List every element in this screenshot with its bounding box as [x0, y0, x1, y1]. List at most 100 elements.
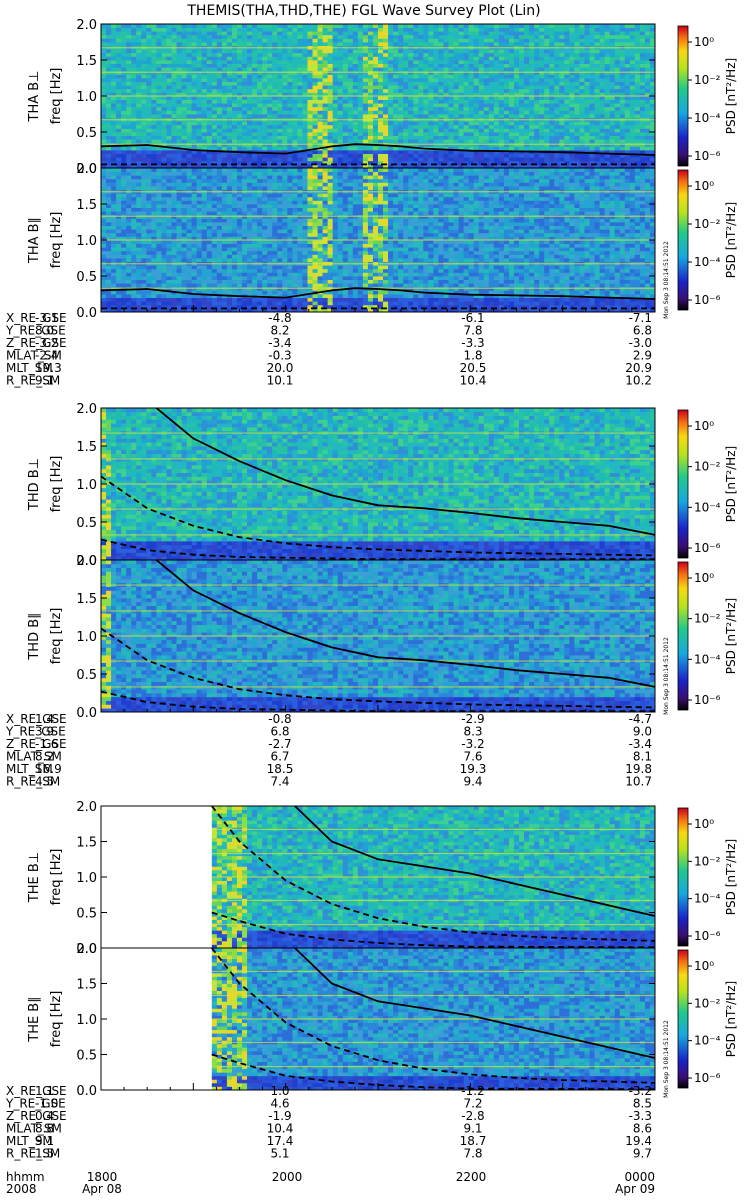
- spectrogram-cell: [217, 128, 222, 132]
- spectrogram-cell: [595, 139, 600, 143]
- spectrogram-cell: [388, 31, 393, 35]
- spectrogram-cell: [595, 53, 600, 57]
- spectrogram-cell: [454, 42, 459, 46]
- spectrogram-cell: [161, 272, 166, 276]
- spectrogram-cell: [348, 154, 353, 158]
- spectrogram-cell: [343, 114, 348, 118]
- spectrogram-cell: [257, 154, 262, 158]
- spectrogram-cell: [494, 74, 499, 78]
- spectrogram-cell: [418, 35, 423, 39]
- spectrogram-cell: [358, 82, 363, 86]
- spectrogram-cell: [328, 56, 333, 60]
- spectrogram-cell: [292, 31, 297, 35]
- spectrogram-cell: [579, 107, 584, 111]
- spectrogram-cell: [282, 157, 287, 161]
- spectrogram-cell: [494, 49, 499, 53]
- spectrogram-cell: [519, 78, 524, 82]
- spectrogram-cell: [605, 146, 610, 150]
- spectrogram-cell: [358, 114, 363, 118]
- spectrogram-cell: [564, 132, 569, 136]
- spectrogram-cell: [569, 89, 574, 93]
- spectrogram-cell: [116, 139, 121, 143]
- spectrogram-cell: [297, 35, 302, 39]
- spectrogram-cell: [549, 107, 554, 111]
- spectrogram-cell: [267, 53, 272, 57]
- spectrogram-cell: [363, 78, 368, 82]
- spectrogram-cell: [554, 154, 559, 158]
- spectrogram-cell: [187, 139, 192, 143]
- spectrogram-cell: [227, 125, 232, 129]
- spectrogram-cell: [318, 107, 323, 111]
- spectrogram-cell: [197, 53, 202, 57]
- spectrogram-cell: [187, 78, 192, 82]
- spectrogram-cell: [121, 211, 126, 215]
- spectrogram-cell: [544, 53, 549, 57]
- spectrogram-cell: [141, 265, 146, 269]
- spectrogram-cell: [202, 85, 207, 89]
- spectrogram-cell: [459, 78, 464, 82]
- spectrogram-cell: [529, 100, 534, 104]
- spectrogram-cell: [131, 182, 136, 186]
- spectrogram-cell: [131, 172, 136, 176]
- spectrogram-cell: [398, 121, 403, 125]
- spectrogram-cell: [156, 301, 161, 305]
- spectrogram-cell: [126, 38, 131, 42]
- spectrogram-cell: [267, 74, 272, 78]
- spectrogram-cell: [549, 24, 554, 28]
- spectrogram-cell: [499, 139, 504, 143]
- spectrogram-cell: [529, 28, 534, 32]
- spectrogram-cell: [544, 125, 549, 129]
- spectrogram-cell: [262, 49, 267, 53]
- spectrogram-cell: [539, 139, 544, 143]
- spectrogram-cell: [554, 35, 559, 39]
- spectrogram-cell: [529, 125, 534, 129]
- spectrogram-cell: [136, 229, 141, 233]
- spectrogram-cell: [121, 103, 126, 107]
- spectrogram-cell: [217, 78, 222, 82]
- spectrogram-cell: [177, 85, 182, 89]
- spectrogram-cell: [418, 74, 423, 78]
- spectrogram-cell: [489, 110, 494, 114]
- spectrogram-cell: [454, 132, 459, 136]
- spectrogram-cell: [146, 197, 151, 201]
- spectrogram-cell: [217, 139, 222, 143]
- spectrogram-cell: [131, 211, 136, 215]
- spectrogram-cell: [363, 64, 368, 68]
- spectrogram-cell: [373, 89, 378, 93]
- spectrogram-cell: [156, 128, 161, 132]
- spectrogram-cell: [272, 24, 277, 28]
- spectrogram-cell: [519, 125, 524, 129]
- spectrogram-cell: [262, 107, 267, 111]
- spectrogram-cell: [177, 42, 182, 46]
- spectrogram-cell: [267, 110, 272, 114]
- spectrogram-cell: [630, 89, 635, 93]
- spectrogram-cell: [514, 64, 519, 68]
- spectrogram-cell: [564, 114, 569, 118]
- spectrogram-cell: [499, 64, 504, 68]
- spectrogram-cell: [338, 38, 343, 42]
- spectrogram-cell: [177, 74, 182, 78]
- spectrogram-cell: [428, 121, 433, 125]
- spectrogram-cell: [177, 49, 182, 53]
- spectrogram-cell: [539, 103, 544, 107]
- spectrogram-cell: [318, 139, 323, 143]
- spectrogram-cell: [141, 107, 146, 111]
- spectrogram-cell: [207, 56, 212, 60]
- spectrogram-cell: [156, 125, 161, 129]
- spectrogram-cell: [292, 125, 297, 129]
- spectrogram-cell: [569, 100, 574, 104]
- spectrogram-cell: [111, 233, 116, 237]
- spectrogram-cell: [242, 139, 247, 143]
- spectrogram-cell: [383, 89, 388, 93]
- spectrogram-cell: [615, 67, 620, 71]
- spectrogram-cell: [156, 204, 161, 208]
- spectrogram-cell: [237, 82, 242, 86]
- spectrogram-cell: [509, 28, 514, 32]
- spectrogram-cell: [454, 154, 459, 158]
- spectrogram-cell: [151, 301, 156, 305]
- spectrogram-cell: [353, 114, 358, 118]
- spectrogram-cell: [620, 64, 625, 68]
- spectrogram-cell: [172, 128, 177, 132]
- spectrogram-cell: [605, 107, 610, 111]
- spectrogram-cell: [106, 254, 111, 258]
